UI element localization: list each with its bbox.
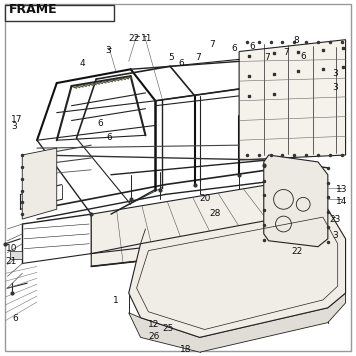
Text: 10: 10 bbox=[5, 244, 17, 253]
Text: 23: 23 bbox=[330, 215, 341, 224]
Text: 3: 3 bbox=[333, 231, 339, 240]
Text: 22: 22 bbox=[129, 34, 140, 43]
Text: 17: 17 bbox=[11, 115, 23, 124]
Polygon shape bbox=[239, 40, 346, 160]
Text: 8: 8 bbox=[293, 36, 299, 45]
Text: 12: 12 bbox=[148, 320, 160, 329]
Text: 13: 13 bbox=[336, 185, 347, 194]
Text: 3: 3 bbox=[333, 69, 339, 78]
Text: 3: 3 bbox=[11, 122, 17, 131]
Text: 4: 4 bbox=[79, 59, 85, 68]
Text: 6: 6 bbox=[106, 134, 112, 142]
Text: 28: 28 bbox=[210, 209, 221, 218]
Text: 6: 6 bbox=[12, 314, 18, 323]
Polygon shape bbox=[91, 185, 313, 266]
Text: 7: 7 bbox=[195, 53, 200, 63]
Text: 5: 5 bbox=[168, 53, 174, 63]
Text: 7: 7 bbox=[264, 53, 269, 63]
Text: 1: 1 bbox=[113, 296, 119, 305]
Polygon shape bbox=[129, 293, 346, 352]
Text: 11: 11 bbox=[141, 34, 152, 43]
Text: 18: 18 bbox=[180, 345, 192, 354]
Text: 6: 6 bbox=[300, 52, 306, 61]
Text: 6: 6 bbox=[231, 44, 237, 53]
Text: 22: 22 bbox=[291, 247, 303, 256]
Text: FRAME: FRAME bbox=[9, 3, 57, 16]
Text: 3: 3 bbox=[105, 46, 111, 54]
Polygon shape bbox=[129, 209, 346, 337]
Bar bbox=[10, 251, 22, 258]
Polygon shape bbox=[264, 155, 328, 247]
Text: 7: 7 bbox=[283, 48, 289, 57]
Text: 21: 21 bbox=[5, 257, 17, 266]
Polygon shape bbox=[22, 148, 57, 219]
Text: 6: 6 bbox=[97, 119, 103, 127]
Text: 25: 25 bbox=[162, 324, 174, 333]
Text: 7: 7 bbox=[210, 40, 215, 49]
Text: 14: 14 bbox=[336, 198, 347, 206]
Text: 6: 6 bbox=[178, 59, 184, 68]
Text: 6: 6 bbox=[249, 42, 255, 51]
Text: 3: 3 bbox=[333, 83, 339, 92]
Text: 20: 20 bbox=[200, 194, 211, 203]
Text: 26: 26 bbox=[148, 333, 160, 341]
Bar bbox=[5, 5, 114, 21]
